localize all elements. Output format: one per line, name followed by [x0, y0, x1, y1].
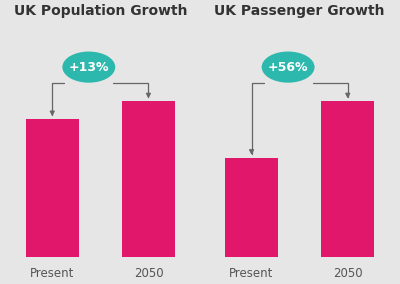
Bar	[122, 101, 175, 257]
Ellipse shape	[262, 51, 314, 83]
Title: UK Population Growth: UK Population Growth	[14, 4, 187, 18]
Ellipse shape	[62, 51, 115, 83]
Text: +56%: +56%	[268, 60, 308, 74]
Title: UK Passenger Growth: UK Passenger Growth	[214, 4, 385, 18]
Bar	[26, 119, 79, 257]
Bar	[225, 158, 278, 257]
Bar	[321, 101, 374, 257]
Text: +13%: +13%	[68, 60, 109, 74]
